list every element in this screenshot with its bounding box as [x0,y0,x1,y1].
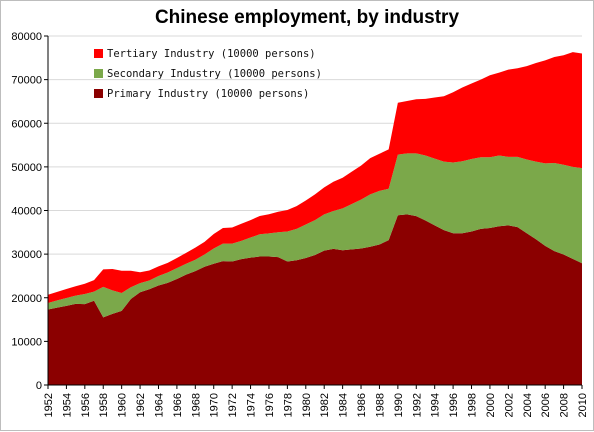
y-tick-label: 30000 [11,249,42,261]
x-tick-label: 1986 [356,393,368,417]
area-series-3 [48,52,582,303]
legend-label-3: Tertiary Industry (10000 persons) [107,48,316,60]
x-tick-label: 2000 [485,393,497,417]
x-tick-label: 1978 [282,393,294,417]
legend-swatch-2 [94,69,103,78]
chart-title: Chinese employment, by industry [155,7,459,28]
x-tick-label: 1992 [411,393,423,417]
x-tick-label: 1954 [61,393,73,417]
area-series-1 [48,214,582,385]
x-tick-label: 1964 [153,393,165,417]
x-tick-label: 2010 [577,393,589,417]
y-tick-label: 0 [36,380,42,392]
x-tick-label: 1996 [448,393,460,417]
x-tick-label: 2002 [503,393,515,417]
x-tick-label: 1968 [190,393,202,417]
area-series-2 [48,153,582,318]
x-tick-label: 1972 [227,393,239,417]
y-tick-label: 60000 [11,118,42,130]
x-tick-label: 1980 [301,393,313,417]
x-tick-label: 1976 [264,393,276,417]
y-tick-label: 50000 [11,162,42,174]
legend: Tertiary Industry (10000 persons) Seconda… [94,48,322,100]
legend-swatch-3 [94,49,103,58]
x-tick-label: 1962 [135,393,147,417]
y-tick-label: 40000 [11,206,42,218]
x-tick-label: 1998 [467,393,479,417]
y-tick-label: 10000 [11,336,42,348]
y-axis-tick-labels: 0 10000 20000 30000 40000 50000 60000 70000 8000… [11,31,42,392]
x-axis-tick-labels: 1952 1954 1956 1958 1960 1962 1964 1966 1968 1970… [43,393,589,417]
x-tick-label: 1982 [319,393,331,417]
stacked-areas [48,52,582,385]
x-tick-label: 1970 [209,393,221,417]
x-tick-label: 2008 [559,393,571,417]
x-tick-label: 1990 [393,393,405,417]
x-tick-label: 1956 [80,393,92,417]
y-tick-label: 20000 [11,293,42,305]
x-tick-label: 1984 [338,393,350,417]
legend-label-2: Secondary Industry (10000 persons) [107,68,322,80]
y-tick-label: 80000 [11,31,42,43]
x-tick-label: 1974 [246,393,258,417]
x-tick-label: 1994 [430,393,442,417]
axes [47,36,583,389]
x-tick-label: 1960 [117,393,129,417]
x-tick-label: 1988 [374,393,386,417]
x-tick-label: 2004 [522,393,534,417]
x-tick-label: 1952 [43,393,55,417]
x-tick-label: 1966 [172,393,184,417]
x-tick-label: 2006 [540,393,552,417]
y-tick-label: 70000 [11,75,42,87]
x-tick-label: 1958 [98,393,110,417]
legend-swatch-1 [94,89,103,98]
legend-label-1: Primary Industry (10000 persons) [107,88,309,100]
